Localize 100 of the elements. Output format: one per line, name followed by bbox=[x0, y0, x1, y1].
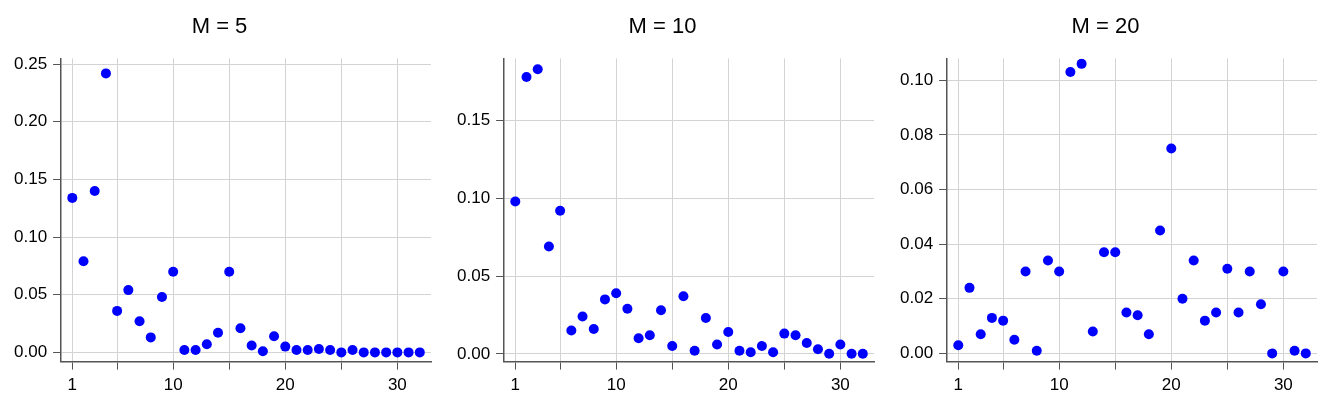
point bbox=[257, 346, 268, 357]
x-tick-label: 1 bbox=[953, 375, 964, 395]
point bbox=[235, 323, 246, 334]
y-tick-label: 0.06 bbox=[899, 179, 934, 199]
point bbox=[1099, 247, 1110, 258]
point bbox=[347, 345, 358, 356]
point bbox=[1233, 307, 1244, 318]
point bbox=[975, 329, 986, 340]
point bbox=[1199, 315, 1210, 326]
y-tick-label: 0.08 bbox=[899, 124, 934, 144]
point bbox=[1042, 255, 1053, 266]
point bbox=[622, 303, 633, 314]
point bbox=[857, 348, 868, 359]
y-tick-label: 0.00 bbox=[13, 342, 48, 362]
x-tick-label: 10 bbox=[1049, 375, 1069, 395]
y-tick-label: 0.00 bbox=[456, 343, 491, 363]
point bbox=[291, 345, 302, 356]
x-tick-label: 20 bbox=[718, 375, 738, 395]
point bbox=[392, 347, 403, 358]
point bbox=[1087, 326, 1098, 337]
point bbox=[302, 345, 313, 356]
y-tick-label: 0.05 bbox=[456, 265, 491, 285]
y-tick-label: 0.10 bbox=[456, 188, 491, 208]
chart-title: M = 5 bbox=[191, 13, 248, 39]
point bbox=[1300, 348, 1311, 359]
point bbox=[1267, 348, 1278, 359]
point bbox=[543, 241, 554, 252]
point bbox=[134, 316, 145, 327]
chart-title: M = 10 bbox=[628, 13, 697, 39]
point bbox=[588, 323, 599, 334]
point bbox=[89, 185, 100, 196]
point bbox=[555, 205, 566, 216]
point bbox=[313, 343, 324, 354]
point bbox=[201, 339, 212, 350]
point bbox=[67, 192, 78, 203]
point bbox=[599, 294, 610, 305]
point bbox=[1054, 266, 1065, 277]
point bbox=[100, 68, 111, 79]
point bbox=[358, 347, 369, 358]
x-tick-label: 10 bbox=[606, 375, 626, 395]
point bbox=[1255, 299, 1266, 310]
y-tick-label: 0.20 bbox=[13, 111, 48, 131]
point bbox=[123, 285, 134, 296]
point bbox=[1177, 293, 1188, 304]
point bbox=[577, 311, 588, 322]
point bbox=[369, 347, 380, 358]
x-tick-label: 30 bbox=[830, 375, 850, 395]
point bbox=[801, 337, 812, 348]
point bbox=[156, 292, 167, 303]
point bbox=[414, 347, 425, 358]
point bbox=[667, 341, 678, 352]
point bbox=[644, 330, 655, 341]
point bbox=[779, 328, 790, 339]
point bbox=[790, 330, 801, 341]
point bbox=[1143, 329, 1154, 340]
point bbox=[723, 327, 734, 338]
point bbox=[510, 196, 521, 207]
point bbox=[1155, 225, 1166, 236]
point bbox=[768, 347, 779, 358]
point bbox=[712, 339, 723, 350]
point bbox=[964, 282, 975, 293]
x-tick-label: 20 bbox=[275, 375, 295, 395]
point bbox=[700, 313, 711, 324]
point bbox=[381, 347, 392, 358]
x-tick-label: 10 bbox=[163, 375, 183, 395]
point bbox=[168, 266, 179, 277]
y-tick-label: 0.15 bbox=[456, 110, 491, 130]
x-tick-label: 30 bbox=[1273, 375, 1293, 395]
y-tick-label: 0.10 bbox=[13, 226, 48, 246]
point bbox=[678, 291, 689, 302]
point bbox=[145, 332, 156, 343]
y-tick-label: 0.04 bbox=[899, 233, 934, 253]
y-tick-label: 0.25 bbox=[13, 53, 48, 73]
point bbox=[745, 347, 756, 358]
x-tick-label: 30 bbox=[387, 375, 407, 395]
point bbox=[986, 312, 997, 323]
point bbox=[1009, 334, 1020, 345]
point bbox=[1188, 255, 1199, 266]
point bbox=[566, 325, 577, 336]
chart-title: M = 20 bbox=[1071, 13, 1140, 39]
point bbox=[1121, 307, 1132, 318]
point bbox=[611, 288, 622, 299]
point bbox=[1076, 58, 1087, 69]
point bbox=[998, 315, 1009, 326]
point bbox=[269, 331, 280, 342]
point bbox=[521, 72, 532, 83]
point bbox=[1222, 263, 1233, 274]
y-tick-label: 0.00 bbox=[899, 343, 934, 363]
point bbox=[734, 345, 745, 356]
point bbox=[112, 305, 123, 316]
point bbox=[656, 305, 667, 316]
point bbox=[213, 327, 224, 338]
point bbox=[325, 345, 336, 356]
point bbox=[689, 345, 700, 356]
point bbox=[633, 333, 644, 344]
point bbox=[824, 348, 835, 359]
point bbox=[953, 340, 964, 351]
y-tick-label: 0.15 bbox=[13, 169, 48, 189]
point bbox=[835, 339, 846, 350]
point bbox=[246, 340, 257, 351]
